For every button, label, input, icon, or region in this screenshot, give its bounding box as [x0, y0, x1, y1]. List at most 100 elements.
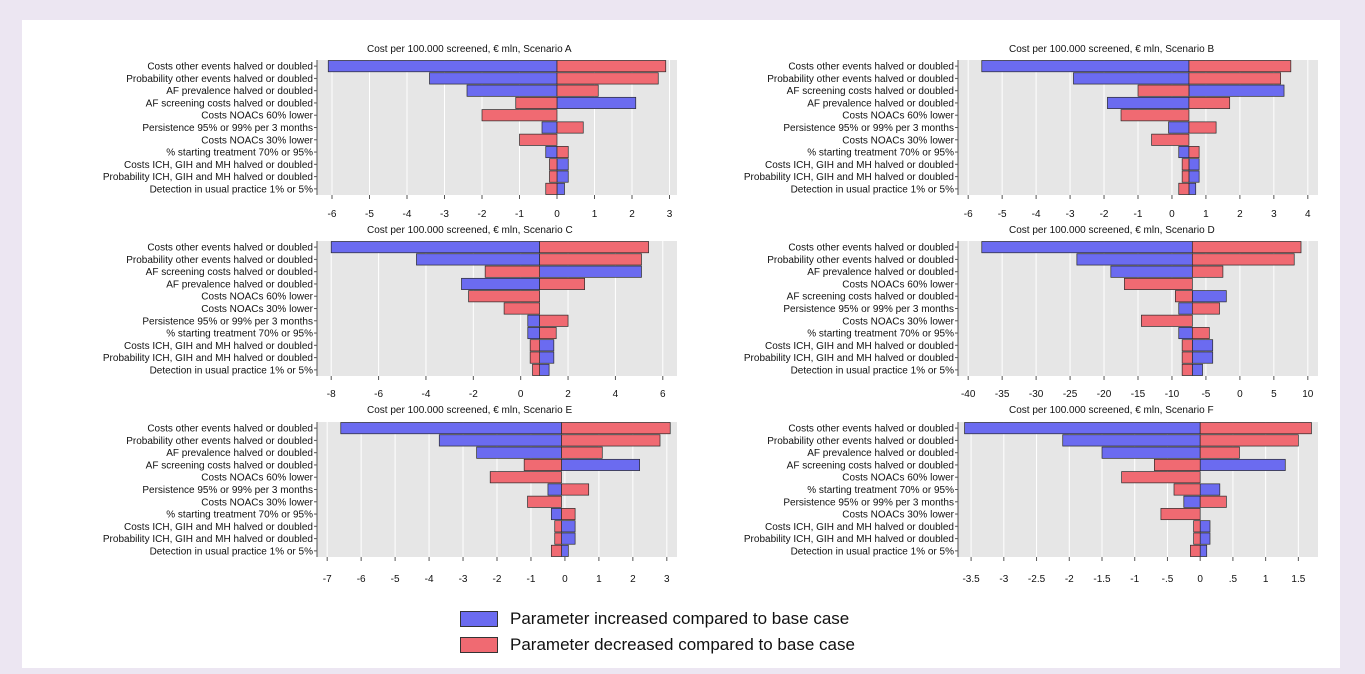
bar-increased [461, 277, 540, 290]
bar-decreased [1181, 363, 1193, 376]
chart-title: Cost per 100.000 screened, € mln, Scenar… [1009, 44, 1214, 55]
bar-increased [330, 241, 540, 254]
bar-decreased [484, 265, 540, 278]
bar-decreased [556, 60, 667, 73]
x-tick-label: 0 [1169, 209, 1175, 220]
bar-increased [556, 170, 569, 183]
chart-title: Cost per 100.000 screened, € mln, Scenar… [367, 44, 572, 55]
bar-increased [327, 60, 558, 73]
bar-decreased [561, 483, 590, 496]
category-label: AF prevalence halved or doubled [807, 98, 954, 109]
category-label: % starting treatment 70% or 95% [166, 510, 313, 521]
bar-decreased [1199, 446, 1240, 459]
category-label: % starting treatment 70% or 95% [807, 148, 954, 159]
bar-decreased [556, 146, 569, 159]
bar-increased [547, 483, 562, 496]
bar-increased [1073, 72, 1190, 85]
x-tick-label: 2 [629, 209, 635, 220]
bar-increased [541, 121, 558, 134]
bar-increased [556, 158, 569, 171]
bar-decreased [1190, 544, 1201, 557]
category-label: Costs NOACs 30% lower [842, 510, 954, 521]
x-tick-label: -30 [1029, 389, 1044, 400]
bar-increased [527, 314, 540, 327]
bar-decreased [1188, 146, 1200, 159]
bar-increased [1199, 544, 1208, 557]
bar-decreased [1193, 520, 1201, 533]
category-label: Persistence 95% or 99% per 3 months [142, 316, 313, 327]
bar-decreased [1141, 314, 1193, 327]
bar-increased [1199, 520, 1211, 533]
x-tick-label: -5 [1201, 389, 1210, 400]
x-tick-label: -2 [478, 209, 487, 220]
category-label: Persistence 95% or 99% per 3 months [142, 123, 313, 134]
bar-decreased [481, 109, 558, 122]
bar-increased [539, 265, 642, 278]
bar-increased [550, 508, 562, 521]
category-label: Costs other events halved or doubled [147, 424, 313, 435]
x-tick-label: 1 [596, 574, 602, 585]
bar-increased [1191, 290, 1227, 303]
category-label: AF prevalence halved or doubled [166, 279, 313, 290]
x-tick-label: -4 [425, 574, 434, 585]
category-label: Costs NOACs 60% lower [201, 292, 313, 303]
category-label: AF screening costs halved or doubled [787, 292, 954, 303]
x-tick-label: -8 [327, 389, 336, 400]
bar-increased [1188, 170, 1200, 183]
bar-decreased [1191, 253, 1295, 266]
x-tick-label: -6 [374, 389, 383, 400]
bar-decreased [554, 532, 562, 545]
bar-increased [1107, 96, 1190, 109]
bar-decreased [556, 84, 599, 97]
x-tick-label: -1 [1130, 574, 1139, 585]
category-label: Costs other events halved or doubled [788, 62, 954, 73]
bar-decreased [529, 351, 540, 364]
category-label: Costs NOACs 60% lower [201, 111, 313, 122]
category-label: Detection in usual practice 1% or 5% [150, 184, 314, 195]
bar-increased [1110, 265, 1193, 278]
x-tick-label: 1 [592, 209, 598, 220]
chart-panel-2: Cost per 100.000 screened, € mln, Scenar… [103, 225, 677, 400]
x-tick-label: -4 [421, 389, 430, 400]
x-tick-label: -2 [1065, 574, 1074, 585]
x-tick-label: .5 [1229, 574, 1238, 585]
category-label: Detection in usual practice 1% or 5% [791, 184, 955, 195]
category-label: Costs NOACs 60% lower [842, 473, 954, 484]
bar-decreased [549, 158, 558, 171]
bar-increased [1178, 327, 1193, 340]
x-tick-label: -40 [961, 389, 976, 400]
x-tick-label: -4 [1032, 209, 1041, 220]
category-label: Persistence 95% or 99% per 3 months [783, 304, 954, 315]
x-tick-label: 3 [1271, 209, 1277, 220]
bar-decreased [539, 314, 569, 327]
bar-decreased [1191, 327, 1210, 340]
bar-increased [1191, 363, 1203, 376]
bar-decreased [550, 544, 562, 557]
bar-increased [476, 446, 562, 459]
x-tick-label: -5 [998, 209, 1007, 220]
x-tick-label: -6 [357, 574, 366, 585]
bar-decreased [556, 72, 659, 85]
bar-decreased [1137, 84, 1190, 97]
bar-decreased [519, 133, 558, 146]
bar-decreased [1193, 532, 1201, 545]
bar-increased [1199, 532, 1211, 545]
x-tick-label: -1 [1134, 209, 1143, 220]
x-tick-label: -3 [440, 209, 449, 220]
bar-decreased [561, 508, 576, 521]
bar-increased [556, 182, 565, 195]
category-label: Probability other events halved or doubl… [767, 255, 954, 266]
bar-increased [561, 458, 640, 471]
category-label: Costs ICH, GIH and MH halved or doubled [124, 160, 313, 171]
bar-decreased [539, 241, 649, 254]
x-tick-label: -15 [1131, 389, 1146, 400]
x-tick-label: 2 [1237, 209, 1243, 220]
chart-title: Cost per 100.000 screened, € mln, Scenar… [367, 405, 572, 416]
category-label: Costs ICH, GIH and MH halved or doubled [765, 522, 954, 533]
category-label: Probability other events halved or doubl… [126, 255, 313, 266]
legend-label-decreased: Parameter decreased compared to base cas… [510, 635, 855, 654]
category-label: Costs ICH, GIH and MH halved or doubled [765, 160, 954, 171]
category-label: Probability other events halved or doubl… [126, 74, 313, 85]
bar-decreased [532, 363, 540, 376]
chart-title: Cost per 100.000 screened, € mln, Scenar… [1009, 225, 1215, 236]
